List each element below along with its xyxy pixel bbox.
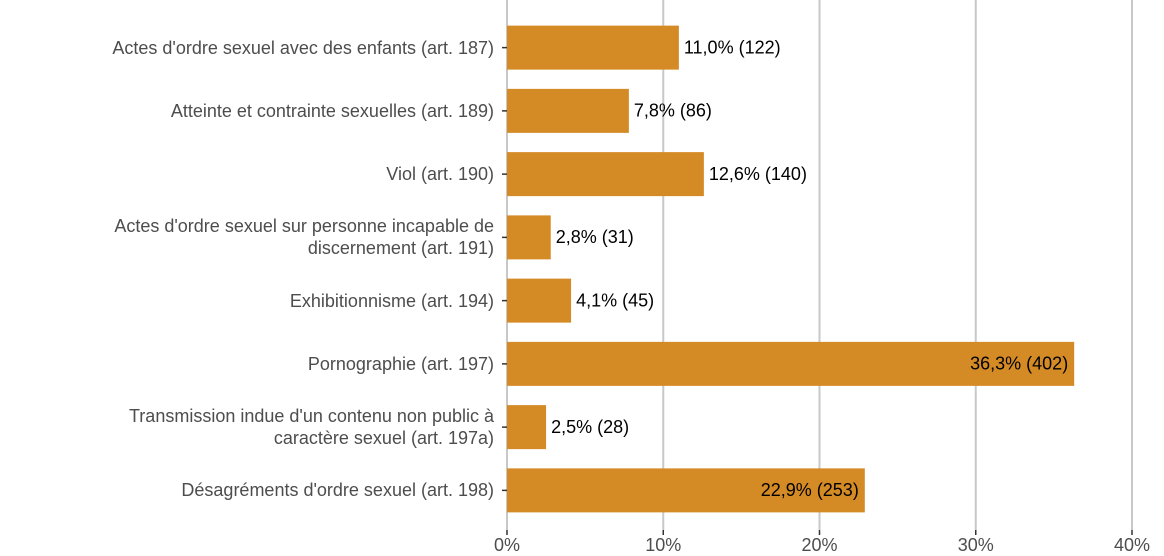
data-label: 36,3% (402) [970,354,1068,374]
x-tick-label: 0% [494,535,520,555]
y-tick-label: Transmission indue d'un contenu non publ… [128,406,494,449]
data-label: 22,9% (253) [761,480,859,500]
bar [507,341,1075,386]
y-tick-label: Atteinte et contrainte sexuelles (art. 1… [170,100,494,121]
x-tick-label: 30% [958,535,994,555]
y-tick-label: Désagréments d'ordre sexuel (art. 198) [181,480,494,501]
y-tick-label: Exhibitionnisme (art. 194) [289,290,494,311]
data-label: 2,8% (31) [556,227,634,247]
bar [507,278,572,323]
y-tick-label: Actes d'ordre sexuel sur personne incapa… [114,216,494,259]
bar [507,88,629,133]
bar [507,152,704,197]
data-label: 2,5% (28) [551,417,629,437]
bar [507,405,547,450]
y-tick-label: Viol (art. 190) [386,164,494,185]
x-tick-label: 40% [1114,535,1150,555]
y-tick-label: Pornographie (art. 197) [307,353,494,374]
x-tick-label: 20% [801,535,837,555]
y-tick-label: Actes d'ordre sexuel avec des enfants (a… [112,37,494,58]
data-label: 12,6% (140) [709,164,807,184]
data-label: 11,0% (122) [684,37,781,57]
bar [507,468,865,513]
data-label: 7,8% (86) [634,101,712,121]
data-label: 4,1% (45) [576,290,654,310]
x-tick-label: 10% [645,535,681,555]
bar [507,25,679,70]
bar [507,215,551,260]
